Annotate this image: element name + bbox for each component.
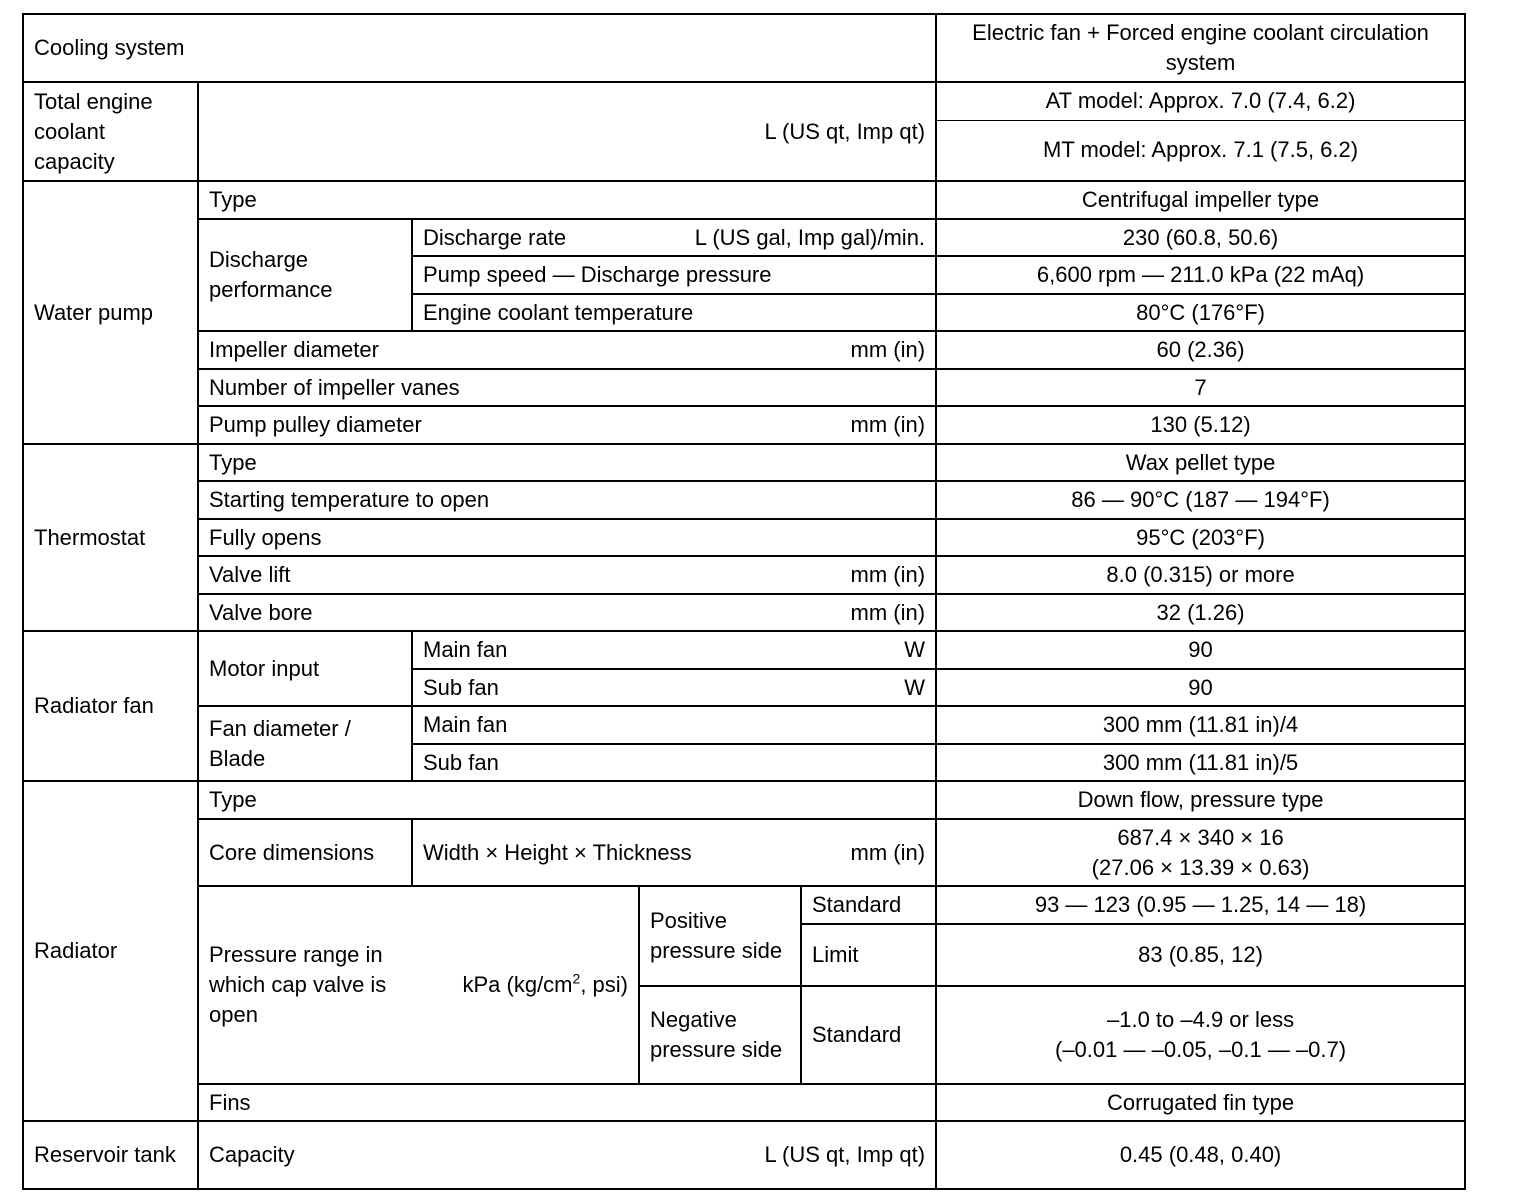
rad-type-label: Type — [196, 780, 938, 820]
wp-type-label: Type — [196, 180, 938, 220]
core-value-imperial: (27.06 × 13.39 × 0.63) — [1091, 854, 1310, 880]
th-bore-unit: mm (in) — [850, 599, 926, 625]
fins-value: Corrugated fin type — [935, 1083, 1467, 1122]
motor-input-label: Motor input — [197, 630, 413, 707]
pressure-range-label: Pressure range in which cap valve is ope… — [209, 942, 387, 1027]
pressure-unit: kPa (kg/cm2, psi) — [462, 970, 628, 997]
at-model-value: AT model: Approx. 7.0 (7.4, 6.2) — [935, 81, 1467, 121]
positive-side-label: Positive pressure side — [638, 885, 802, 987]
wp-type-value: Centrifugal impeller type — [935, 180, 1467, 220]
th-lift-unit: mm (in) — [850, 562, 926, 587]
impeller-diameter-label: Impeller diameter — [209, 337, 379, 362]
cooling-spec-table: Cooling system Electric fan + Forced eng… — [21, 13, 1467, 1190]
pos-limit-value: 83 (0.85, 12) — [935, 923, 1467, 987]
thermostat-label: Thermostat — [22, 443, 199, 632]
pump-speed-label: Pump speed — Discharge pressure — [410, 255, 938, 295]
fan-diameter-label: Fan diameter / Blade — [197, 705, 413, 782]
th-start-label: Starting temperature to open — [196, 480, 938, 520]
pos-limit-label: Limit — [799, 923, 938, 987]
reservoir-capacity-unit: L (US qt, Imp qt) — [764, 1142, 926, 1167]
pos-standard-value: 93 — 123 (0.95 — 1.25, 14 — 18) — [935, 885, 1467, 925]
impeller-diameter-unit: mm (in) — [850, 337, 926, 362]
th-lift-label: Valve lift — [209, 562, 291, 587]
th-full-value: 95°C (203°F) — [935, 518, 1467, 557]
total-coolant-label: Total engine coolant capacity — [22, 81, 199, 182]
mt-model-value: MT model: Approx. 7.1 (7.5, 6.2) — [935, 119, 1467, 182]
motor-sub-value: 90 — [935, 668, 1467, 707]
th-bore-label: Valve bore — [209, 599, 313, 625]
vanes-value: 7 — [935, 368, 1467, 407]
pump-speed-value: 6,600 rpm — 211.0 kPa (22 mAq) — [935, 255, 1467, 295]
core-dims-label: Width × Height × Thickness — [423, 839, 692, 865]
discharge-rate-unit: L (US gal, Imp gal)/min. — [694, 224, 926, 250]
core-unit: mm (in) — [850, 839, 926, 865]
motor-sub-unit: W — [904, 674, 926, 700]
water-pump-label: Water pump — [22, 180, 199, 445]
pulley-unit: mm (in) — [850, 412, 926, 437]
reservoir-capacity-value: 0.45 (0.48, 0.40) — [935, 1120, 1467, 1190]
pulley-label: Pump pulley diameter — [209, 412, 422, 437]
diameter-main-label: Main fan — [410, 705, 938, 745]
cooling-system-label: Cooling system — [21, 13, 938, 83]
motor-main-value: 90 — [935, 630, 1467, 670]
diameter-sub-label: Sub fan — [410, 743, 938, 782]
rad-type-value: Down flow, pressure type — [935, 780, 1467, 820]
motor-main-label: Main fan — [423, 637, 508, 662]
reservoir-capacity-label: Capacity — [209, 1142, 295, 1167]
impeller-diameter-value: 60 (2.36) — [935, 330, 1467, 370]
th-type-value: Wax pellet type — [935, 443, 1467, 482]
neg-standard-label: Standard — [799, 985, 938, 1085]
th-bore-value: 32 (1.26) — [935, 593, 1467, 632]
pos-standard-label: Standard — [799, 885, 938, 925]
diameter-sub-value: 300 mm (11.81 in)/5 — [935, 743, 1467, 782]
discharge-label: Discharge performance — [197, 218, 413, 332]
th-full-label: Fully opens — [196, 518, 938, 557]
motor-sub-label: Sub fan — [423, 674, 499, 700]
discharge-rate-label: Discharge rate — [423, 224, 567, 250]
th-start-value: 86 — 90°C (187 — 194°F) — [935, 480, 1467, 520]
cooling-system-value: Electric fan + Forced engine coolant cir… — [935, 13, 1467, 83]
total-coolant-unit: L (US qt, Imp qt) — [196, 81, 938, 182]
negative-side-label: Negative pressure side — [638, 985, 802, 1085]
neg-standard-value-kpa: –1.0 to –4.9 or less — [1106, 1007, 1295, 1032]
neg-standard-value-alt: (–0.01 — –0.05, –0.1 — –0.7) — [1055, 1037, 1347, 1062]
diameter-main-value: 300 mm (11.81 in)/4 — [935, 705, 1467, 745]
core-value-metric: 687.4 × 340 × 16 — [1117, 824, 1284, 850]
coolant-temp-label: Engine coolant temperature — [410, 293, 938, 332]
discharge-rate-value: 230 (60.8, 50.6) — [935, 218, 1467, 257]
reservoir-label: Reservoir tank — [22, 1120, 199, 1190]
motor-main-unit: W — [904, 637, 926, 662]
vanes-label: Number of impeller vanes — [196, 368, 938, 407]
radiator-fan-label: Radiator fan — [22, 630, 199, 782]
coolant-temp-value: 80°C (176°F) — [935, 293, 1467, 332]
th-type-label: Type — [196, 443, 938, 482]
core-label: Core dimensions — [197, 818, 413, 887]
pulley-value: 130 (5.12) — [935, 405, 1467, 445]
radiator-label: Radiator — [22, 780, 199, 1122]
fins-label: Fins — [196, 1083, 938, 1122]
th-lift-value: 8.0 (0.315) or more — [935, 555, 1467, 595]
